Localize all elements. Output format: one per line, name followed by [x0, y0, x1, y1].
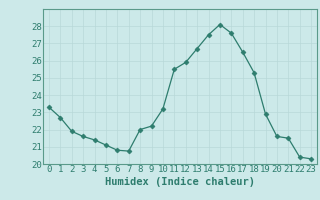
X-axis label: Humidex (Indice chaleur): Humidex (Indice chaleur)	[105, 177, 255, 187]
